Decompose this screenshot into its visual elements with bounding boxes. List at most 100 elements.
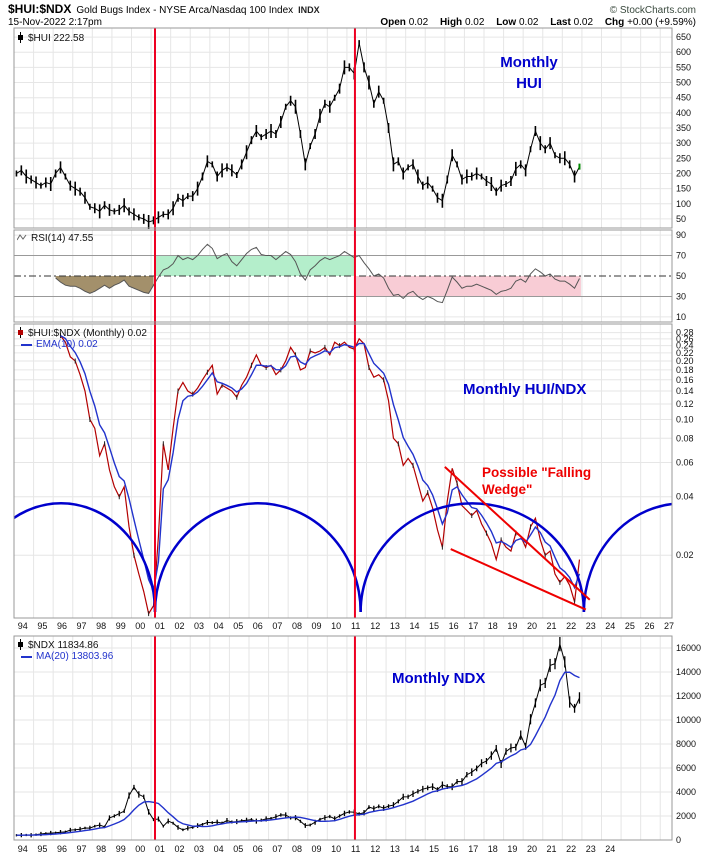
svg-text:26: 26 bbox=[644, 621, 654, 631]
svg-text:0.06: 0.06 bbox=[676, 458, 694, 468]
svg-text:17: 17 bbox=[468, 844, 478, 854]
line-icon bbox=[21, 344, 32, 346]
svg-text:19: 19 bbox=[507, 621, 517, 631]
ndx-legend-label: $NDX 11834.86 bbox=[28, 640, 99, 651]
svg-text:97: 97 bbox=[77, 844, 87, 854]
svg-text:01: 01 bbox=[155, 844, 165, 854]
svg-text:10: 10 bbox=[331, 621, 341, 631]
quote-line: 15-Nov-2022 2:17pm Open 0.02 High 0.02 L… bbox=[8, 17, 696, 28]
svg-text:97: 97 bbox=[77, 621, 87, 631]
falling-wedge-annotation: Possible "Falling Wedge" bbox=[482, 465, 592, 497]
svg-text:90: 90 bbox=[676, 230, 686, 240]
svg-text:02: 02 bbox=[174, 621, 184, 631]
chart-datetime: 15-Nov-2022 2:17pm bbox=[8, 17, 102, 28]
monthly-hui-ndx-annotation: Monthly HUI/NDX bbox=[463, 381, 587, 398]
svg-text:11: 11 bbox=[351, 844, 360, 854]
indicator-icon bbox=[16, 233, 27, 245]
svg-text:23: 23 bbox=[586, 621, 596, 631]
svg-text:07: 07 bbox=[272, 844, 282, 854]
svg-text:15: 15 bbox=[429, 621, 439, 631]
symbol-description: Gold Bugs Index - NYSE Arca/Nasdaq 100 I… bbox=[76, 5, 294, 16]
svg-text:27: 27 bbox=[664, 621, 674, 631]
svg-text:500: 500 bbox=[676, 78, 691, 88]
title-line: $HUI:$NDX Gold Bugs Index - NYSE Arca/Na… bbox=[8, 2, 696, 16]
svg-text:18: 18 bbox=[488, 621, 498, 631]
svg-text:30: 30 bbox=[676, 291, 686, 301]
svg-text:12000: 12000 bbox=[676, 691, 701, 701]
svg-text:99: 99 bbox=[116, 844, 126, 854]
svg-text:94: 94 bbox=[18, 621, 28, 631]
svg-text:16000: 16000 bbox=[676, 643, 701, 653]
svg-text:10: 10 bbox=[331, 844, 341, 854]
svg-text:4000: 4000 bbox=[676, 787, 696, 797]
svg-text:20: 20 bbox=[527, 844, 537, 854]
symbol: $HUI:$NDX bbox=[8, 2, 72, 16]
svg-text:19: 19 bbox=[507, 844, 517, 854]
svg-text:11: 11 bbox=[351, 621, 360, 631]
hui-legend-label: $HUI 222.58 bbox=[28, 33, 85, 44]
svg-text:50: 50 bbox=[676, 214, 686, 224]
copyright: © StockCharts.com bbox=[609, 5, 696, 16]
svg-text:0.18: 0.18 bbox=[676, 365, 694, 375]
svg-text:300: 300 bbox=[676, 138, 691, 148]
svg-text:150: 150 bbox=[676, 184, 691, 194]
svg-text:10: 10 bbox=[676, 312, 686, 322]
svg-text:14000: 14000 bbox=[676, 667, 701, 677]
svg-text:13: 13 bbox=[390, 844, 400, 854]
svg-text:09: 09 bbox=[312, 844, 322, 854]
svg-text:0.02: 0.02 bbox=[676, 550, 694, 560]
svg-text:95: 95 bbox=[37, 844, 47, 854]
svg-text:600: 600 bbox=[676, 47, 691, 57]
svg-text:12: 12 bbox=[370, 844, 380, 854]
svg-text:14: 14 bbox=[409, 621, 419, 631]
hui-legend: $HUI 222.58 bbox=[17, 32, 84, 46]
svg-text:8000: 8000 bbox=[676, 739, 696, 749]
svg-text:22: 22 bbox=[566, 621, 576, 631]
ratio-legend: $HUI:$NDX (Monthly) 0.02 bbox=[17, 327, 147, 341]
line-icon bbox=[21, 656, 32, 658]
svg-text:24: 24 bbox=[605, 844, 615, 854]
svg-text:14: 14 bbox=[409, 844, 419, 854]
svg-text:15: 15 bbox=[429, 844, 439, 854]
ma-legend: MA(20) 13803.96 bbox=[21, 652, 113, 662]
svg-text:99: 99 bbox=[116, 621, 126, 631]
svg-text:00: 00 bbox=[135, 844, 145, 854]
svg-text:0.26: 0.26 bbox=[676, 334, 694, 344]
svg-text:25: 25 bbox=[625, 621, 635, 631]
svg-text:16: 16 bbox=[449, 844, 459, 854]
svg-text:17: 17 bbox=[468, 621, 478, 631]
svg-text:21: 21 bbox=[547, 844, 557, 854]
svg-text:0.10: 0.10 bbox=[676, 414, 694, 424]
ema-legend-label: EMA(10) 0.02 bbox=[36, 339, 98, 350]
candlestick-icon bbox=[17, 639, 24, 653]
ma-legend-label: MA(20) 13803.96 bbox=[36, 651, 114, 662]
svg-text:250: 250 bbox=[676, 153, 691, 163]
svg-text:16: 16 bbox=[449, 621, 459, 631]
quote-change: Chg +0.00 (+9.59%) bbox=[604, 17, 696, 28]
svg-text:98: 98 bbox=[96, 844, 106, 854]
ndx-legend: $NDX 11834.86 bbox=[17, 639, 98, 653]
svg-text:0.20: 0.20 bbox=[676, 356, 694, 366]
svg-text:08: 08 bbox=[292, 844, 302, 854]
svg-text:200: 200 bbox=[676, 168, 691, 178]
svg-text:0.28: 0.28 bbox=[676, 328, 694, 338]
quote-last: Last 0.02 bbox=[550, 17, 594, 28]
quote-summary: Open 0.02 High 0.02 Low 0.02 Last 0.02 C… bbox=[371, 17, 696, 28]
monthly-hui-annotation: Monthly HUI bbox=[500, 54, 558, 92]
svg-text:07: 07 bbox=[272, 621, 282, 631]
svg-text:0.08: 0.08 bbox=[676, 433, 694, 443]
svg-text:24: 24 bbox=[605, 621, 615, 631]
svg-text:400: 400 bbox=[676, 108, 691, 118]
svg-text:2000: 2000 bbox=[676, 811, 696, 821]
ratio-legend-label: $HUI:$NDX (Monthly) 0.02 bbox=[28, 328, 147, 339]
monthly-ndx-annotation: Monthly NDX bbox=[392, 670, 486, 687]
svg-text:05: 05 bbox=[233, 621, 243, 631]
svg-text:23: 23 bbox=[586, 844, 596, 854]
svg-text:95: 95 bbox=[37, 621, 47, 631]
candlestick-icon bbox=[17, 327, 24, 341]
rsi-legend-label: RSI(14) 47.55 bbox=[31, 233, 94, 244]
svg-text:10000: 10000 bbox=[676, 715, 701, 725]
chart-header: $HUI:$NDX Gold Bugs Index - NYSE Arca/Na… bbox=[8, 2, 696, 28]
svg-text:96: 96 bbox=[57, 621, 67, 631]
rsi-legend: RSI(14) 47.55 bbox=[16, 233, 94, 245]
